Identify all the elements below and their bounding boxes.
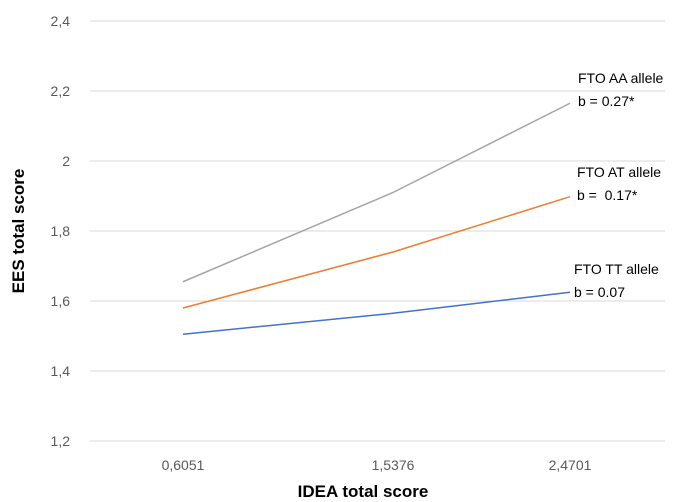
y-tick-label: 2,4 bbox=[51, 13, 71, 29]
series-lines bbox=[182, 102, 571, 335]
x-axis-title: IDEA total score bbox=[298, 482, 429, 501]
y-tick-label: 1,2 bbox=[51, 433, 71, 449]
series-line bbox=[182, 195, 571, 309]
series-annotation-coefficient: b = 0.17* bbox=[577, 187, 638, 203]
x-tick-label: 1,5376 bbox=[372, 457, 415, 473]
series-annotations: FTO AA allele b = 0.27* FTO AT allele b = 0… bbox=[574, 70, 664, 300]
series-line bbox=[182, 102, 571, 283]
y-tick-label: 2 bbox=[62, 153, 70, 169]
y-tick-label: 1,8 bbox=[51, 223, 71, 239]
series-annotation-coefficient: b = 0.07 bbox=[574, 284, 625, 300]
series-annotation-name: FTO AA allele bbox=[578, 70, 664, 86]
y-axis-title: EES total score bbox=[9, 169, 28, 294]
x-tick-label: 2,4701 bbox=[549, 457, 592, 473]
gridlines bbox=[90, 20, 665, 442]
series-annotation-name: FTO TT allele bbox=[574, 261, 659, 277]
x-axis-ticks: 0,6051 1,5376 2,4701 bbox=[162, 457, 592, 473]
series-annotation-name: FTO AT allele bbox=[577, 164, 661, 180]
x-tick-label: 0,6051 bbox=[162, 457, 205, 473]
series-annotation-coefficient: b = 0.27* bbox=[578, 93, 635, 109]
y-axis-ticks: 1,2 1,4 1,6 1,8 2 2,2 2,4 bbox=[51, 13, 71, 449]
y-tick-label: 1,6 bbox=[51, 293, 71, 309]
y-tick-label: 2,2 bbox=[51, 83, 71, 99]
y-tick-label: 1,4 bbox=[51, 363, 71, 379]
series-line bbox=[182, 291, 571, 335]
